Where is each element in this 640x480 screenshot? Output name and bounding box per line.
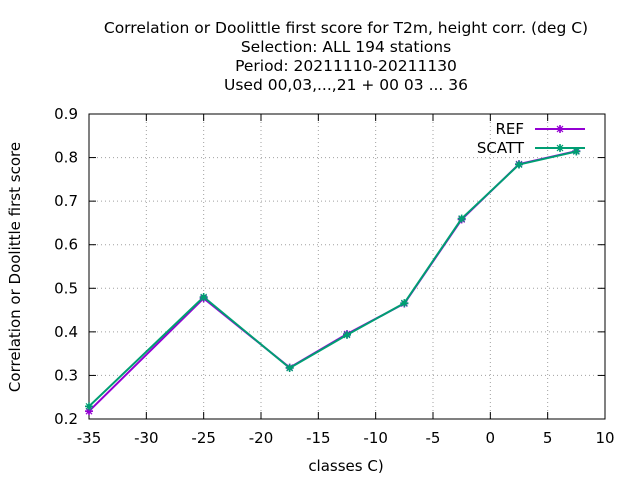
- x-tick-label: -5: [426, 429, 441, 447]
- data-point-scatt: [457, 214, 466, 223]
- y-tick-label: 0.2: [54, 410, 78, 428]
- x-tick-label: -10: [363, 429, 388, 447]
- y-axis-label: Correlation or Doolittle first score: [6, 142, 24, 392]
- series-ref: [85, 147, 581, 416]
- x-tick-label: -25: [191, 429, 216, 447]
- chart-title-line-1: Correlation or Doolittle first score for…: [104, 19, 588, 37]
- legend-entry-scatt: SCATT: [477, 139, 585, 157]
- x-tick-label: 5: [543, 429, 553, 447]
- chart-title-line-4: Used 00,03,...,21 + 00 03 ... 36: [224, 76, 468, 94]
- series-line-scatt: [88, 150, 577, 408]
- y-tick-label: 0.6: [54, 236, 78, 254]
- chart-title-line-3: Period: 20211110-20211130: [235, 57, 457, 75]
- series-scatt: [85, 147, 581, 411]
- grid: [89, 114, 605, 419]
- legend-marker-ref: [556, 125, 564, 133]
- x-tick-label: -20: [249, 429, 274, 447]
- y-tick-label: 0.3: [54, 366, 78, 384]
- y-tick-label: 0.7: [54, 192, 78, 210]
- y-tick-label: 0.4: [54, 323, 78, 341]
- x-tick-labels: -35 -30 -25 -20 -15 -10 -5 0 5 10: [77, 429, 615, 447]
- x-tick-label: 0: [486, 429, 496, 447]
- series-layer: [85, 147, 581, 416]
- series-line-ref: [88, 150, 577, 412]
- axis-ticks: [88, 113, 606, 420]
- y-tick-label: 0.9: [54, 105, 78, 123]
- data-point-scatt: [400, 299, 409, 308]
- legend-entry-ref: REF: [495, 120, 585, 138]
- legend-label-ref: REF: [495, 120, 524, 138]
- data-point-scatt: [515, 160, 523, 169]
- legend-label-scatt: SCATT: [477, 139, 525, 157]
- data-point-ref: [85, 407, 93, 416]
- x-tick-label: -30: [134, 429, 159, 447]
- chart-title: Correlation or Doolittle first score for…: [104, 19, 588, 94]
- x-axis-label: classes C): [308, 457, 383, 475]
- x-tick-label: -35: [77, 429, 102, 447]
- x-tick-label: -15: [306, 429, 331, 447]
- data-point-scatt: [343, 330, 351, 339]
- legend-marker-scatt: [556, 144, 564, 152]
- x-tick-label: 10: [595, 429, 614, 447]
- data-point-scatt: [199, 293, 208, 301]
- chart-title-line-2: Selection: ALL 194 stations: [241, 38, 451, 56]
- data-point-scatt: [85, 402, 93, 411]
- plot-frame: [88, 113, 606, 420]
- data-point-scatt: [285, 364, 294, 373]
- y-tick-label: 0.5: [54, 279, 78, 297]
- y-tick-labels: 0.2 0.3 0.4 0.5 0.6 0.7 0.8 0.9: [54, 105, 78, 428]
- y-tick-label: 0.8: [54, 149, 78, 167]
